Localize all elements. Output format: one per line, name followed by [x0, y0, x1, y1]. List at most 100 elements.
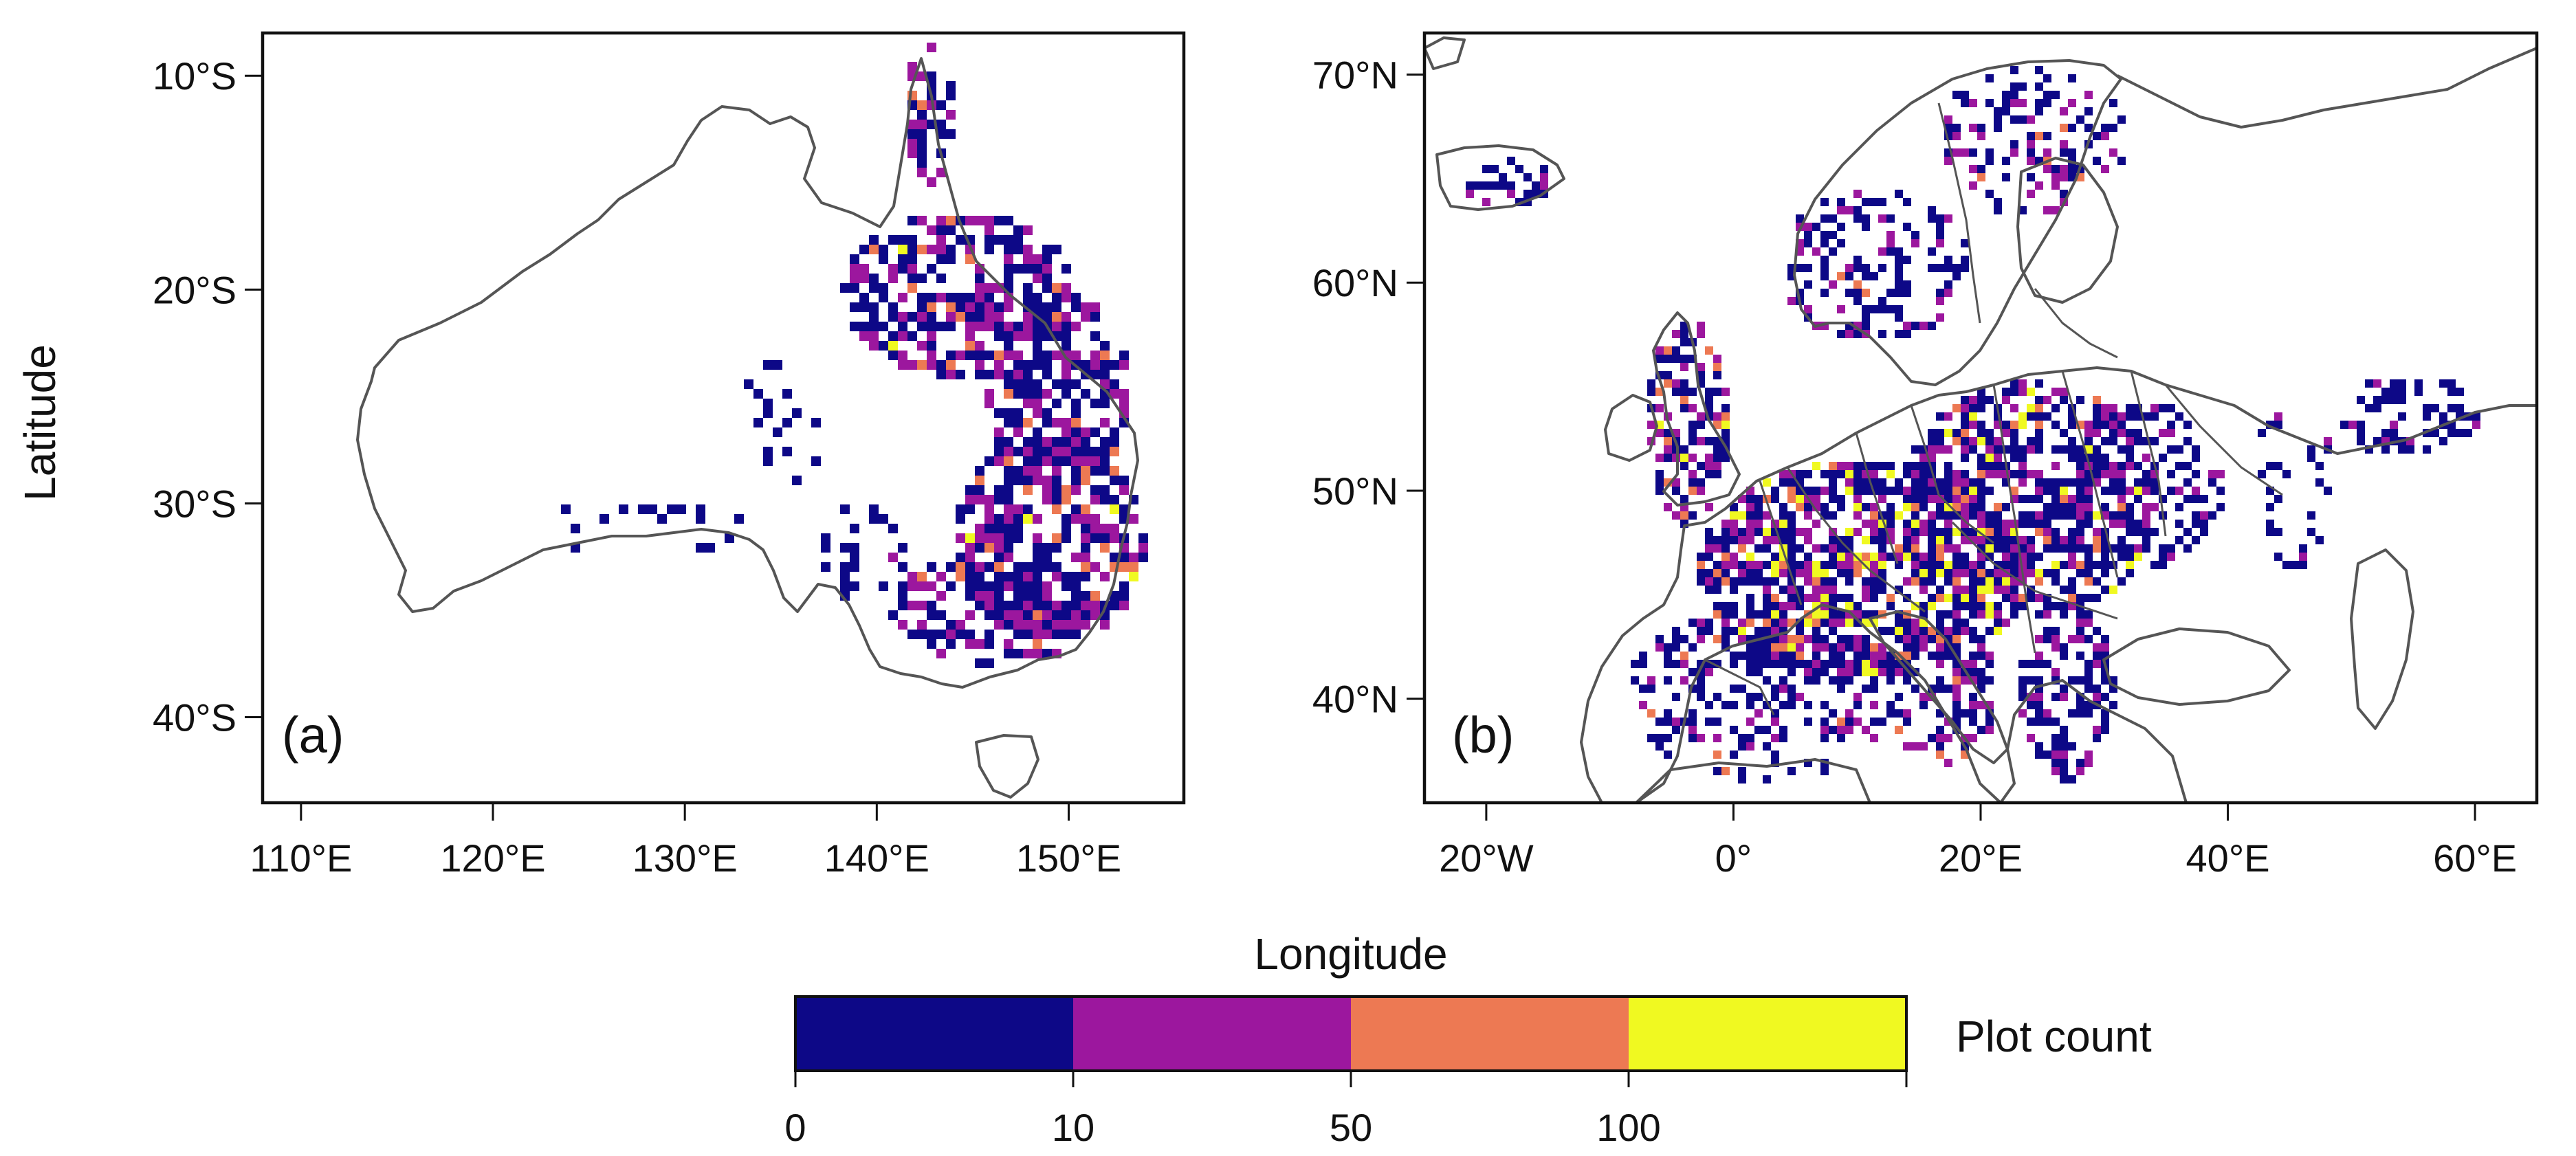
- grid-cell: [1655, 355, 1664, 363]
- grid-cell: [2109, 404, 2117, 412]
- grid-cell: [1042, 302, 1052, 312]
- grid-cell: [1985, 74, 1994, 82]
- grid-cell: [1071, 476, 1081, 485]
- grid-cell: [2373, 437, 2381, 445]
- grid-cell: [2018, 82, 2027, 91]
- grid-cell: [2068, 676, 2076, 685]
- grid-cell: [1919, 569, 1928, 577]
- grid-cell: [2027, 404, 2035, 412]
- grid-cell: [1713, 544, 1721, 553]
- grid-cell: [1878, 668, 1886, 676]
- grid-cell: [888, 331, 898, 341]
- grid-cell: [2439, 412, 2447, 421]
- grid-cell: [1853, 503, 1862, 511]
- grid-cell: [2035, 437, 2043, 445]
- grid-cell: [1705, 528, 1713, 536]
- grid-cell: [965, 302, 975, 312]
- grid-cell: [1837, 553, 1845, 561]
- grid-cell: [869, 274, 879, 283]
- grid-cell: [2035, 751, 2043, 759]
- grid-cell: [2002, 421, 2010, 429]
- grid-cell: [1820, 643, 1829, 652]
- grid-cell: [2002, 553, 2010, 561]
- grid-cell: [965, 331, 975, 341]
- grid-cell: [1804, 536, 1812, 544]
- grid-cell: [2117, 503, 2126, 511]
- grid-cell: [1081, 553, 1090, 562]
- legend-tick-0: 0: [784, 1106, 806, 1149]
- grid-cell: [2093, 726, 2101, 734]
- grid-cell: [927, 630, 936, 639]
- grid-cell: [1100, 341, 1110, 351]
- grid-cell: [2183, 437, 2192, 445]
- grid-cell: [1952, 685, 1961, 693]
- grid-cell: [994, 322, 1004, 331]
- grid-cell: [1878, 553, 1886, 561]
- grid-cell: [1004, 322, 1013, 331]
- grid-cell: [1100, 533, 1110, 543]
- australia-coastline: [356, 57, 1139, 689]
- grid-cell: [1928, 445, 1936, 454]
- grid-cell: [1680, 445, 1688, 454]
- grid-cell: [1787, 495, 1796, 503]
- grid-cell: [1812, 495, 1820, 503]
- grid-cell: [1023, 466, 1033, 476]
- grid-cell: [1936, 297, 1944, 305]
- grid-cell: [2051, 173, 2060, 181]
- grid-cell: [1738, 635, 1746, 643]
- grid-cell: [1110, 504, 1119, 514]
- grid-cell: [1004, 466, 1013, 476]
- grid-cell: [984, 370, 994, 379]
- grid-cell: [1936, 544, 1944, 553]
- grid-cell: [2093, 561, 2101, 569]
- grid-cell: [2299, 561, 2307, 569]
- grid-cell: [1023, 283, 1033, 293]
- grid-cell: [1919, 643, 1928, 652]
- grid-cell: [1961, 148, 1969, 157]
- grid-cell: [1903, 223, 1911, 231]
- grid-cell: [1845, 536, 1853, 544]
- grid-cell: [2117, 487, 2126, 495]
- grid-cell: [1936, 619, 1944, 627]
- grid-cell: [956, 235, 965, 245]
- grid-cell: [936, 120, 946, 129]
- grid-cell: [2274, 421, 2282, 429]
- grid-cell: [936, 245, 946, 254]
- grid-cell: [2142, 454, 2150, 462]
- grid-cell: [2274, 528, 2282, 536]
- grid-cell: [2010, 594, 2018, 602]
- grid-cell: [1952, 676, 1961, 685]
- grid-cell: [2365, 404, 2373, 412]
- grid-cell: [2035, 520, 2043, 528]
- grid-cell: [1763, 627, 1771, 635]
- grid-cell: [1071, 572, 1081, 581]
- grid-cell: [1878, 627, 1886, 635]
- grid-cell: [917, 360, 927, 370]
- grid-cell: [2126, 429, 2134, 437]
- grid-cell: [1787, 767, 1796, 775]
- grid-cell: [1919, 561, 1928, 569]
- grid-cell: [1820, 272, 1829, 280]
- grid-cell: [1961, 421, 1969, 429]
- grid-cell: [1969, 445, 1977, 454]
- grid-cell: [1705, 577, 1713, 586]
- grid-cell: [1862, 536, 1870, 544]
- grid-cell: [2315, 462, 2324, 470]
- grid-cell: [1853, 718, 1862, 726]
- grid-cell: [2208, 511, 2216, 520]
- grid-cell: [1071, 610, 1081, 620]
- grid-cell: [2027, 520, 2035, 528]
- grid-cell: [1862, 214, 1870, 223]
- grid-cell: [1081, 533, 1090, 543]
- grid-cell: [1796, 528, 1804, 536]
- grid-cell: [1721, 767, 1730, 775]
- y-tick-label: 60°N: [1312, 261, 1398, 304]
- grid-cell: [1532, 181, 1540, 190]
- grid-cell: [1081, 389, 1090, 399]
- grid-cell: [1664, 718, 1672, 726]
- grid-cell: [1820, 619, 1829, 627]
- grid-cell: [1969, 404, 1977, 412]
- grid-cell: [1994, 511, 2002, 520]
- grid-cell: [869, 312, 879, 322]
- grid-cell: [2018, 470, 2027, 478]
